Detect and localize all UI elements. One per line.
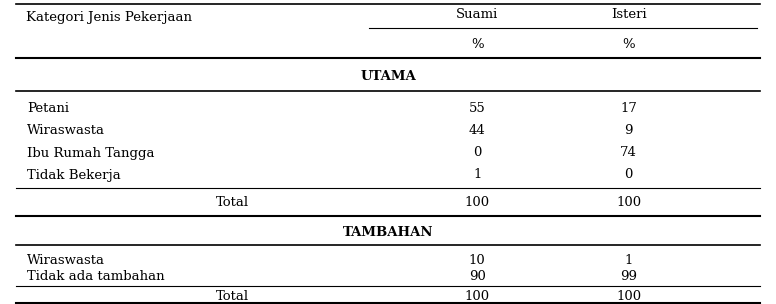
Text: Suami: Suami: [456, 8, 498, 20]
Text: 17: 17: [620, 102, 637, 116]
Text: 100: 100: [465, 196, 490, 209]
Text: 55: 55: [469, 102, 486, 116]
Text: Total: Total: [217, 196, 249, 209]
Text: Petani: Petani: [27, 102, 69, 116]
Text: %: %: [622, 37, 635, 50]
Text: 1: 1: [473, 168, 481, 181]
Text: 100: 100: [465, 289, 490, 302]
Text: 99: 99: [620, 270, 637, 282]
Text: 74: 74: [620, 147, 637, 160]
Text: UTAMA: UTAMA: [360, 70, 416, 82]
Text: 90: 90: [469, 270, 486, 282]
Text: TAMBAHAN: TAMBAHAN: [343, 226, 433, 239]
Text: 10: 10: [469, 254, 486, 268]
Text: Kategori Jenis Pekerjaan: Kategori Jenis Pekerjaan: [26, 11, 192, 23]
Text: 9: 9: [625, 125, 632, 137]
Text: 100: 100: [616, 289, 641, 302]
Text: 0: 0: [473, 147, 481, 160]
Text: Wiraswasta: Wiraswasta: [27, 125, 106, 137]
Text: Total: Total: [217, 289, 249, 302]
Text: 100: 100: [616, 196, 641, 209]
Text: Tidak Bekerja: Tidak Bekerja: [27, 168, 121, 181]
Text: Tidak ada tambahan: Tidak ada tambahan: [27, 270, 165, 282]
Text: 1: 1: [625, 254, 632, 268]
Text: 0: 0: [625, 168, 632, 181]
Text: Isteri: Isteri: [611, 8, 646, 20]
Text: %: %: [471, 37, 483, 50]
Text: 44: 44: [469, 125, 486, 137]
Text: Ibu Rumah Tangga: Ibu Rumah Tangga: [27, 147, 154, 160]
Text: Wiraswasta: Wiraswasta: [27, 254, 106, 268]
